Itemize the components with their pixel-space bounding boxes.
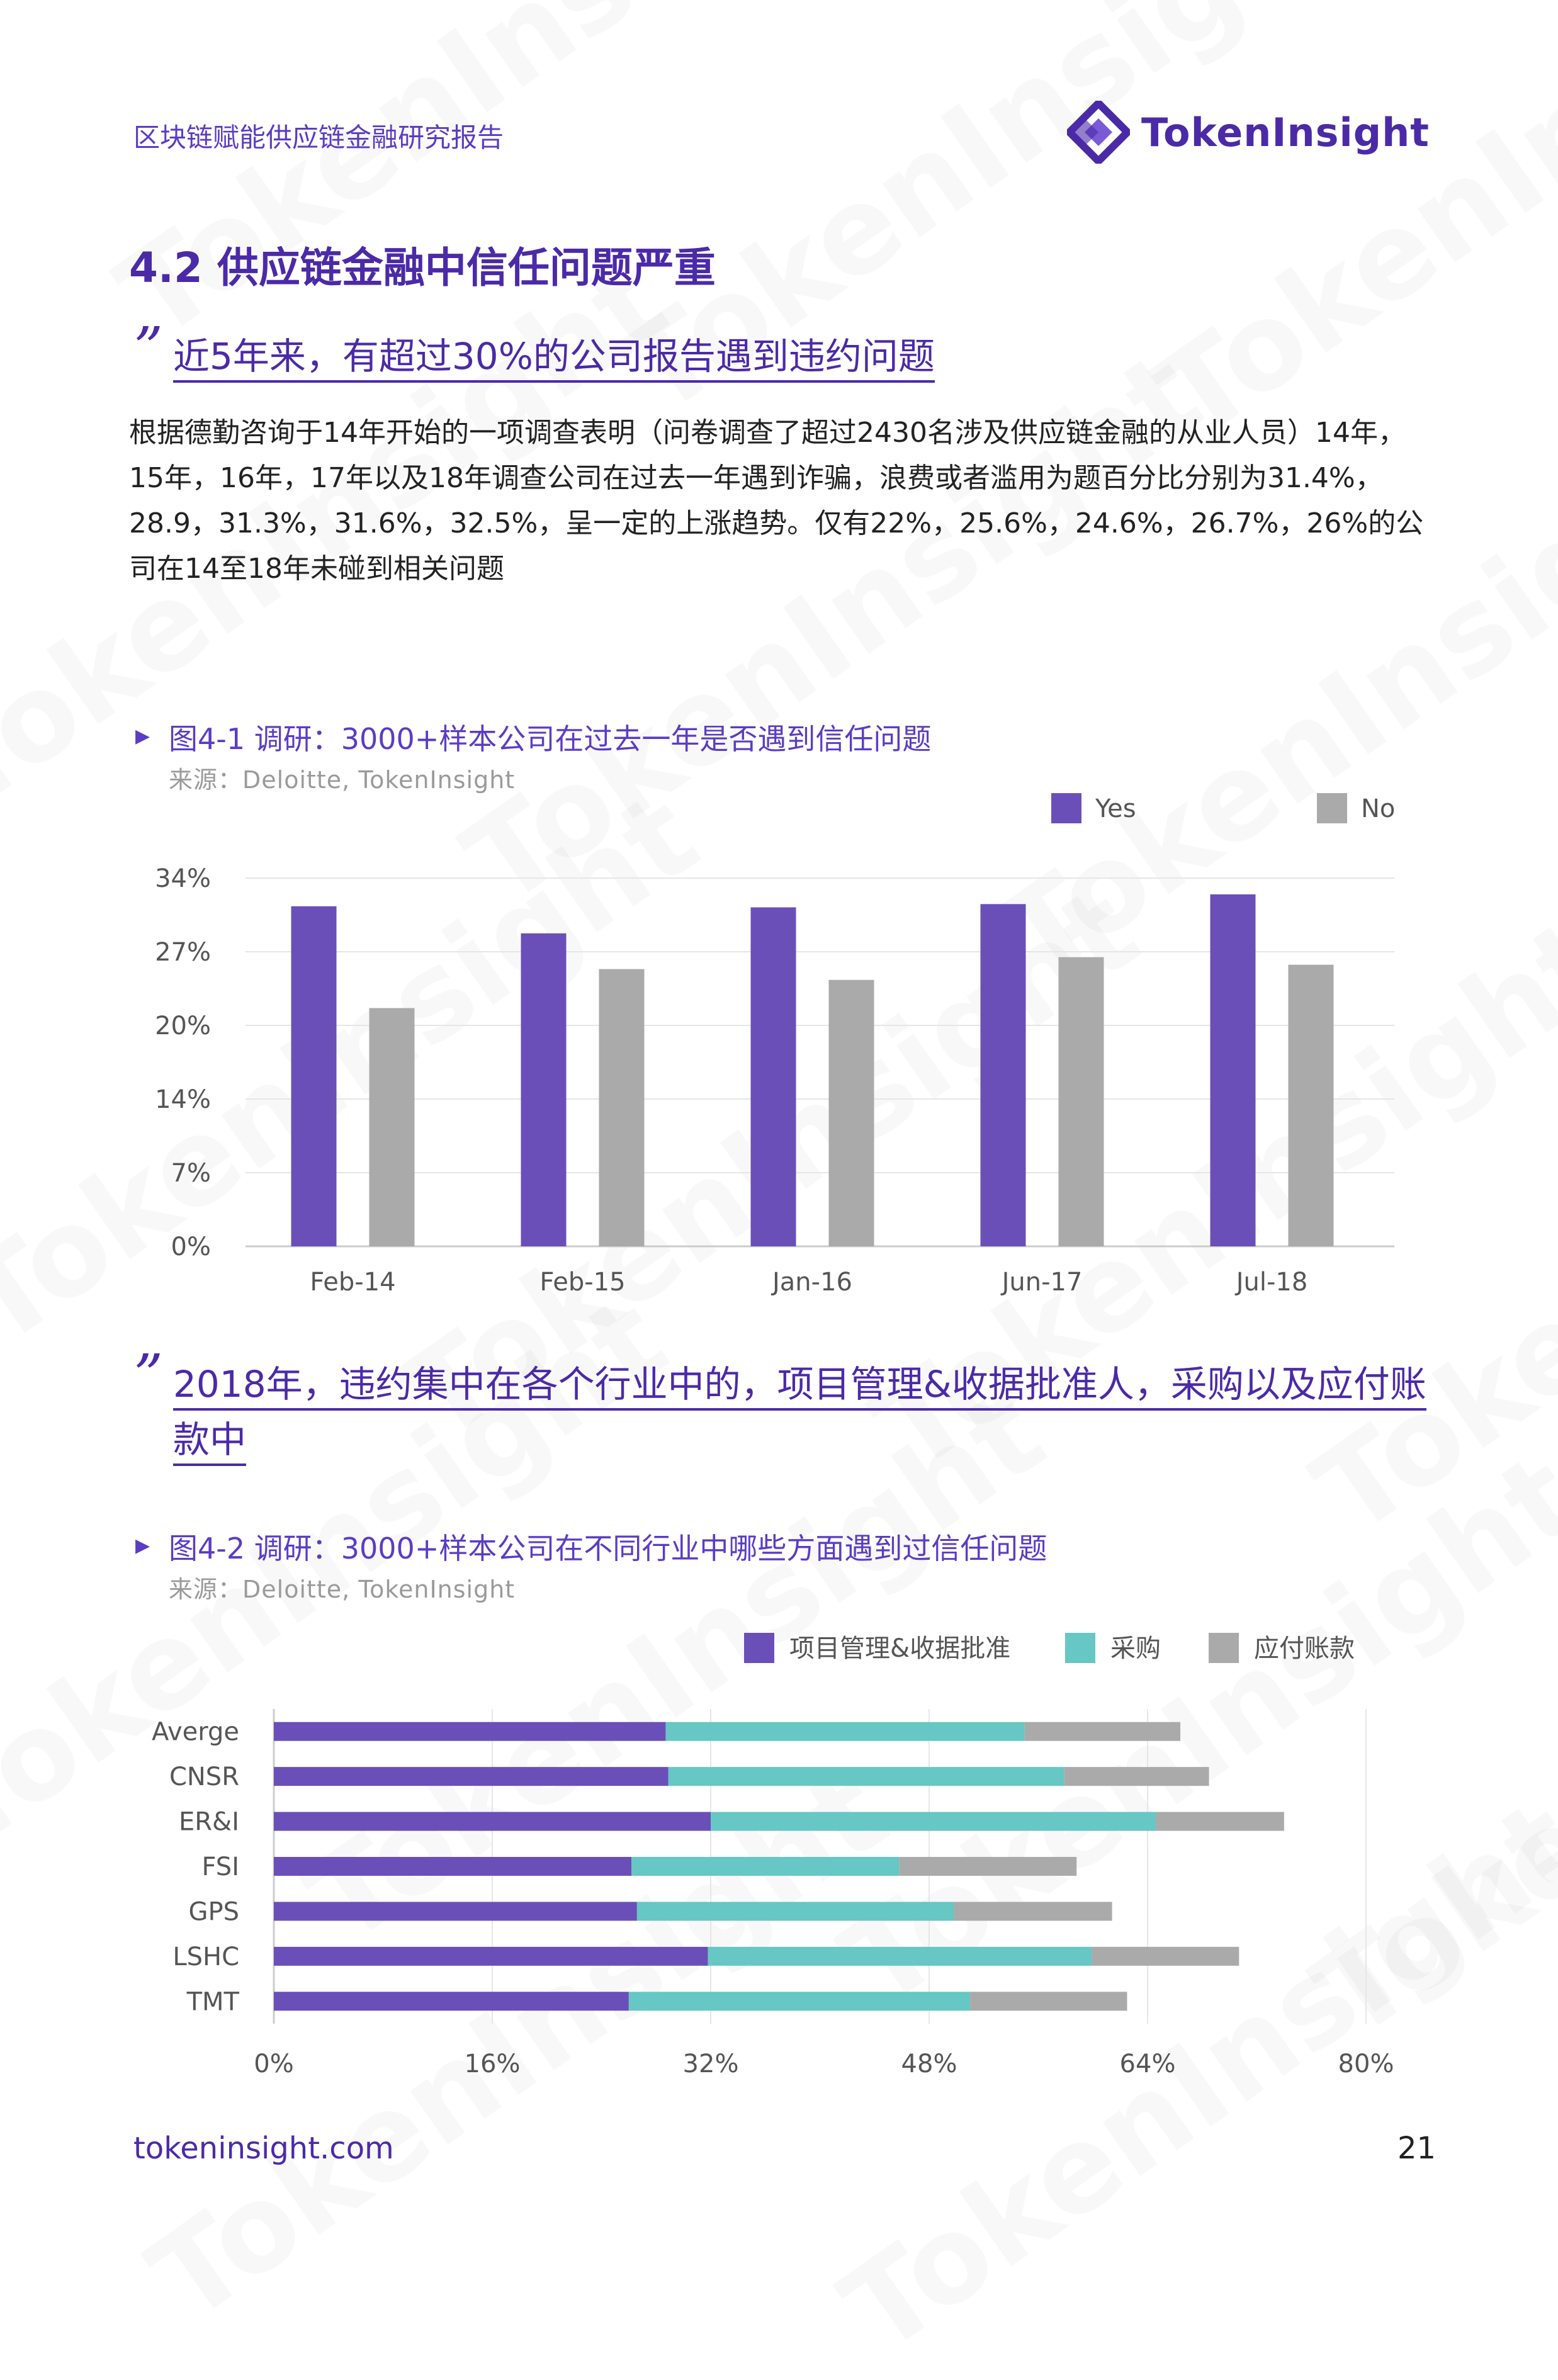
page-number: 21	[1397, 2131, 1437, 2166]
legend-swatch	[1209, 1633, 1239, 1663]
x-tick-label: Feb-14	[310, 1268, 395, 1297]
quote-heading-2-line2: 款中	[173, 1418, 247, 1466]
x-tick-label: 48%	[901, 2050, 957, 2078]
stacked-bar-segment	[274, 1812, 711, 1831]
legend-label: 采购	[1110, 1634, 1161, 1663]
report-title: 区块链赋能供应链金融研究报告	[133, 122, 504, 153]
stacked-bar-segment	[636, 1902, 954, 1921]
stacked-bar-segment	[274, 1767, 669, 1786]
figure-1-title: 图4-1 调研：3000+样本公司在过去一年是否遇到信任问题	[169, 722, 932, 756]
stacked-bar-segment	[274, 1902, 637, 1921]
quote-heading-2-line1: 2018年，违约集中在各个行业中的，项目管理&收据批准人，采购以及应付账	[173, 1363, 1426, 1411]
x-tick-label: 80%	[1338, 2050, 1394, 2078]
bar-yes	[291, 906, 337, 1246]
quote-heading-2: 2018年，违约集中在各个行业中的，项目管理&收据批准人，采购以及应付账 款中	[173, 1356, 1426, 1467]
bar-no	[599, 969, 645, 1246]
stacked-bar-segment	[665, 1722, 1025, 1741]
stacked-bar-segment	[970, 1992, 1127, 2011]
stacked-bar-segment	[274, 1946, 708, 1966]
logo-text: TokenInsight	[1141, 109, 1430, 155]
stacked-bar-segment	[274, 1857, 632, 1876]
figure-2-source: 来源：Deloitte, TokenInsight	[169, 1576, 516, 1603]
bar-no	[1288, 964, 1334, 1246]
y-category-label: LSHC	[172, 1943, 239, 1971]
bar-no	[828, 979, 874, 1246]
y-tick-label: 14%	[155, 1085, 211, 1114]
industry-stacked-bar-chart: 0% 16% 32% 48% 64% 80% Averge CNSR ER&I FSI GPS LSH…	[152, 1633, 1394, 2078]
bar-yes	[750, 907, 796, 1246]
stacked-bar-segment	[711, 1812, 1156, 1831]
y-category-label: FSI	[202, 1853, 240, 1881]
legend-swatch	[1317, 793, 1347, 823]
x-tick-label: 64%	[1120, 2050, 1176, 2078]
x-tick-label: 32%	[683, 2050, 739, 2078]
y-category-label: ER&I	[179, 1808, 239, 1837]
logo-mark-icon	[1067, 101, 1130, 164]
y-tick-label: 7%	[171, 1159, 211, 1188]
bar-no	[1058, 957, 1104, 1246]
figure-1-source: 来源：Deloitte, TokenInsight	[169, 766, 516, 794]
x-tick-label: 0%	[254, 2050, 293, 2078]
y-category-label: CNSR	[169, 1762, 239, 1791]
stacked-bar-segment	[631, 1857, 900, 1876]
x-tick-label: Feb-15	[539, 1268, 625, 1297]
stacked-bar-segment	[274, 1722, 666, 1741]
legend-label: Yes	[1095, 794, 1136, 823]
bar-yes	[980, 904, 1026, 1246]
legend-swatch	[1051, 793, 1081, 823]
legend-swatch	[744, 1633, 774, 1663]
bar-yes	[521, 933, 567, 1246]
stacked-bar-segment	[954, 1902, 1112, 1921]
stacked-bar-segment	[628, 1992, 971, 2011]
y-tick-label: 27%	[155, 938, 211, 967]
y-tick-label: 34%	[155, 864, 211, 893]
figure-2-title: 图4-2 调研：3000+样本公司在不同行业中哪些方面遇到过信任问题	[169, 1531, 1047, 1565]
legend-label: 应付账款	[1254, 1634, 1355, 1663]
quote-heading-1: 近5年来，有超过30%的公司报告遇到违约问题	[173, 329, 935, 384]
x-tick-label: 16%	[465, 2050, 521, 2078]
quote-heading-1-text: 近5年来，有超过30%的公司报告遇到违约问题	[173, 335, 935, 383]
y-category-label: TMT	[186, 1987, 240, 2016]
section-title: 4.2 供应链金融中信任问题严重	[129, 244, 716, 292]
legend-label: No	[1361, 794, 1395, 823]
stacked-bar-segment	[1024, 1722, 1181, 1741]
yes-no-bar-chart: 0% 7% 14% 20% 27% 34% Feb-14 Feb-15 Jan-16 Jun-17…	[155, 793, 1395, 1297]
stacked-bar-segment	[1064, 1767, 1209, 1786]
y-category-label: Averge	[152, 1718, 239, 1747]
y-tick-label: 0%	[171, 1232, 211, 1261]
stacked-bar-segment	[1156, 1812, 1284, 1831]
quote-mark-icon: ”	[133, 1342, 164, 1409]
y-tick-label: 20%	[155, 1012, 211, 1041]
figure-marker-icon: ▶	[135, 1535, 150, 1557]
footer-url[interactable]: tokeninsight.com	[133, 2131, 394, 2166]
figure-marker-icon: ▶	[135, 725, 150, 747]
legend-label: 项目管理&收据批准	[789, 1634, 1010, 1663]
y-category-label: GPS	[188, 1897, 239, 1926]
stacked-bar-segment	[668, 1767, 1064, 1786]
stacked-bar-segment	[1092, 1946, 1239, 1966]
stacked-bar-segment	[274, 1992, 629, 2011]
stacked-bar-segment	[899, 1857, 1077, 1876]
bar-yes	[1210, 894, 1256, 1246]
x-tick-label: Jul-18	[1234, 1268, 1308, 1297]
legend-swatch	[1065, 1633, 1095, 1663]
stacked-bar-segment	[708, 1946, 1092, 1966]
tokeninsight-logo: TokenInsight	[1067, 98, 1430, 167]
x-tick-label: Jan-16	[771, 1268, 852, 1297]
bar-no	[369, 1008, 415, 1246]
quote-mark-icon: ”	[133, 315, 164, 382]
x-tick-label: Jun-17	[1000, 1268, 1083, 1297]
body-paragraph: 根据德勤咨询于14年开始的一项调查表明（问卷调查了超过2430名涉及供应链金融的…	[129, 417, 1424, 585]
